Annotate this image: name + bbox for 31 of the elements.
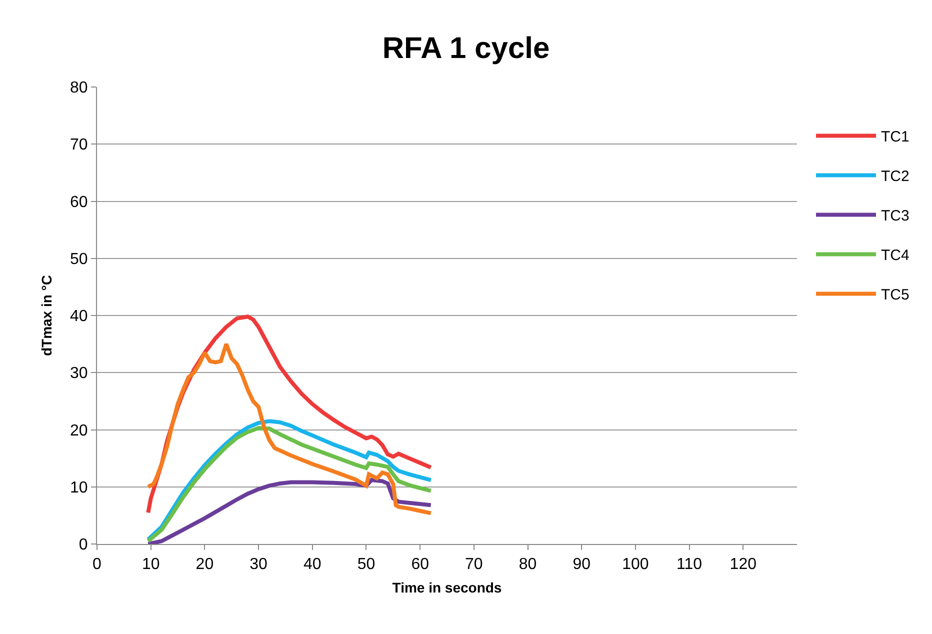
y-tick-label: 50 [70,250,88,268]
y-tick-label: 40 [70,308,88,326]
y-tick-label: 10 [70,479,88,496]
x-tick-label: 120 [730,556,757,574]
x-axis-title: Time in seconds [392,580,502,596]
y-axis-title: dTmax in °C [38,274,55,356]
x-tick-label: 20 [196,556,214,574]
chart-title: RFA 1 cycle [382,32,550,66]
legend-label: TC1 [881,128,910,146]
x-tick-label: 90 [572,556,591,574]
x-tick-label: 10 [142,556,160,574]
y-tick-label: 80 [70,80,88,97]
y-tick-label: 30 [70,365,88,382]
x-tick-label: 110 [676,556,702,574]
legend-label: TC4 [881,247,910,264]
x-tick-label: 80 [518,556,537,574]
y-tick-label: 20 [70,422,88,440]
x-tick-label: 60 [411,556,430,574]
x-tick-label: 0 [92,556,102,574]
x-tick-label: 50 [357,556,376,574]
x-tick-label: 70 [465,556,483,574]
x-tick-label: 100 [622,556,649,574]
legend-label: TC3 [881,208,910,225]
x-tick-label: 40 [303,556,322,574]
legend-label: TC5 [881,286,910,304]
legend-label: TC2 [881,168,910,186]
y-tick-label: 0 [78,536,88,554]
y-tick-label: 70 [70,136,88,154]
y-tick-label: 60 [70,194,88,211]
x-tick-label: 30 [250,556,268,574]
line-series [146,478,433,544]
